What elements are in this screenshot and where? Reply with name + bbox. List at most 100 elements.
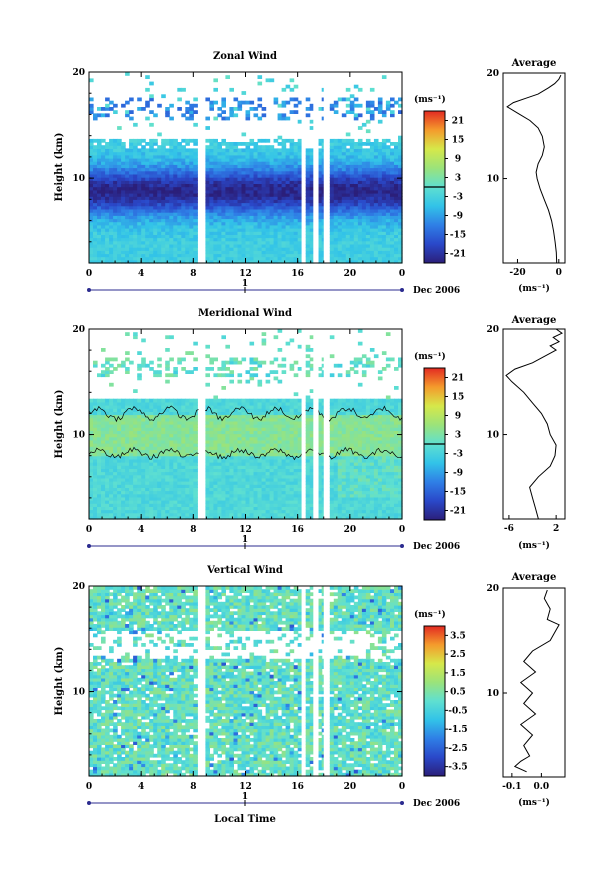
- heatmap-cell: [245, 462, 251, 466]
- heatmap-cell: [341, 167, 347, 172]
- heatmap-cell: [229, 509, 234, 514]
- heatmap-cell: [390, 164, 395, 169]
- heatmap-cell: [117, 477, 122, 482]
- heatmap-cell: [157, 173, 162, 178]
- heatmap-cell: [205, 455, 210, 460]
- heatmap-cell: [133, 180, 138, 184]
- heatmap-cell: [173, 193, 178, 197]
- heatmap-cell: [249, 443, 255, 447]
- heatmap-cell: [129, 512, 134, 517]
- heatmap-cell: [281, 455, 287, 460]
- heatmap-cell: [93, 145, 98, 149]
- heatmap-cell: [305, 193, 311, 197]
- heatmap-cell: [269, 500, 275, 504]
- heatmap-cell: [373, 145, 379, 149]
- heatmap-cell: [121, 481, 126, 485]
- heatmap-cell: [249, 446, 255, 450]
- heatmap-cell: [133, 458, 138, 463]
- heatmap-cell: [97, 373, 102, 378]
- heatmap-cell: [165, 481, 170, 485]
- heatmap-cell: [133, 500, 138, 504]
- heatmap-cell: [273, 231, 279, 235]
- heatmap-cell: [221, 360, 226, 365]
- heatmap-cell: [237, 259, 243, 264]
- heatmap-cell: [225, 164, 230, 169]
- heatmap-cell: [209, 458, 214, 463]
- heatmap-cell: [109, 170, 114, 175]
- heatmap-cell: [329, 103, 335, 108]
- heatmap-cell: [177, 256, 182, 261]
- heatmap-cell: [317, 164, 323, 169]
- heatmap-cell: [109, 458, 114, 463]
- heatmap-cell: [225, 512, 230, 517]
- heatmap-cell: [257, 474, 263, 479]
- heatmap-cell: [233, 205, 239, 210]
- heatmap-cell: [241, 430, 247, 435]
- heatmap-cell: [241, 205, 247, 210]
- heatmap-cell: [117, 443, 122, 447]
- heatmap-cell: [109, 509, 114, 514]
- heatmap-cell: [169, 481, 174, 485]
- heatmap-cell: [205, 196, 210, 200]
- heatmap-cell: [269, 490, 275, 495]
- heatmap-cell: [333, 177, 339, 181]
- heatmap-cell: [121, 487, 126, 492]
- heatmap-cell: [137, 151, 142, 156]
- heatmap-cell: [345, 157, 351, 162]
- heatmap-cell: [229, 253, 234, 258]
- heatmap-cell: [277, 427, 283, 431]
- heatmap-cell: [293, 256, 299, 261]
- heatmap-cell: [209, 221, 214, 226]
- heatmap-cell: [357, 250, 363, 255]
- heatmap-cell: [145, 87, 150, 92]
- heatmap-cell: [129, 471, 134, 476]
- heatmap-cell: [229, 189, 234, 194]
- heatmap-cell: [269, 417, 275, 422]
- heatmap-cell: [145, 436, 150, 441]
- heatmap-cell: [241, 100, 247, 105]
- heatmap-cell: [153, 231, 158, 235]
- heatmap-cell: [209, 515, 214, 520]
- heatmap-cell: [394, 205, 399, 210]
- heatmap-cell: [165, 215, 170, 220]
- heatmap-cell: [317, 208, 323, 213]
- heatmap-cell: [105, 151, 110, 156]
- heatmap-cell: [105, 164, 110, 169]
- heatmap-cell: [381, 196, 387, 200]
- heatmap-cell: [157, 167, 162, 172]
- heatmap-cell: [149, 515, 154, 520]
- heatmap-cell: [109, 405, 114, 409]
- heatmap-cell: [193, 414, 198, 419]
- heatmap-cell: [225, 430, 230, 435]
- heatmap-cell: [141, 455, 146, 460]
- heatmap-cell: [177, 436, 182, 441]
- heatmap-cell: [229, 427, 234, 431]
- heatmap-cell: [93, 186, 98, 191]
- heatmap-cell: [385, 103, 391, 108]
- heatmap-cell: [213, 196, 218, 200]
- heatmap-cell: [93, 433, 98, 438]
- heatmap-cell: [261, 443, 267, 447]
- heatmap-cell: [349, 196, 355, 200]
- heatmap-cell: [177, 97, 182, 102]
- heatmap-cell: [369, 177, 375, 181]
- heatmap-cell: [165, 243, 170, 248]
- heatmap-cell: [109, 363, 114, 368]
- heatmap-cell: [398, 157, 403, 162]
- heatmap-cell: [281, 465, 287, 469]
- heatmap-cell: [173, 370, 178, 374]
- heatmap-cell: [225, 424, 230, 428]
- heatmap-cell: [165, 234, 170, 239]
- heatmap-cell: [97, 411, 102, 416]
- heatmap-cell: [333, 231, 339, 235]
- heatmap-cell: [161, 183, 166, 188]
- heatmap-cell: [177, 417, 182, 422]
- heatmap-cell: [157, 373, 162, 378]
- heatmap-cell: [353, 247, 359, 251]
- heatmap-cell: [149, 161, 154, 165]
- heatmap-cell: [109, 212, 114, 216]
- heatmap-cell: [365, 161, 371, 165]
- heatmap-cell: [245, 430, 251, 435]
- heatmap-cell: [257, 414, 263, 419]
- heatmap-cell: [161, 474, 166, 479]
